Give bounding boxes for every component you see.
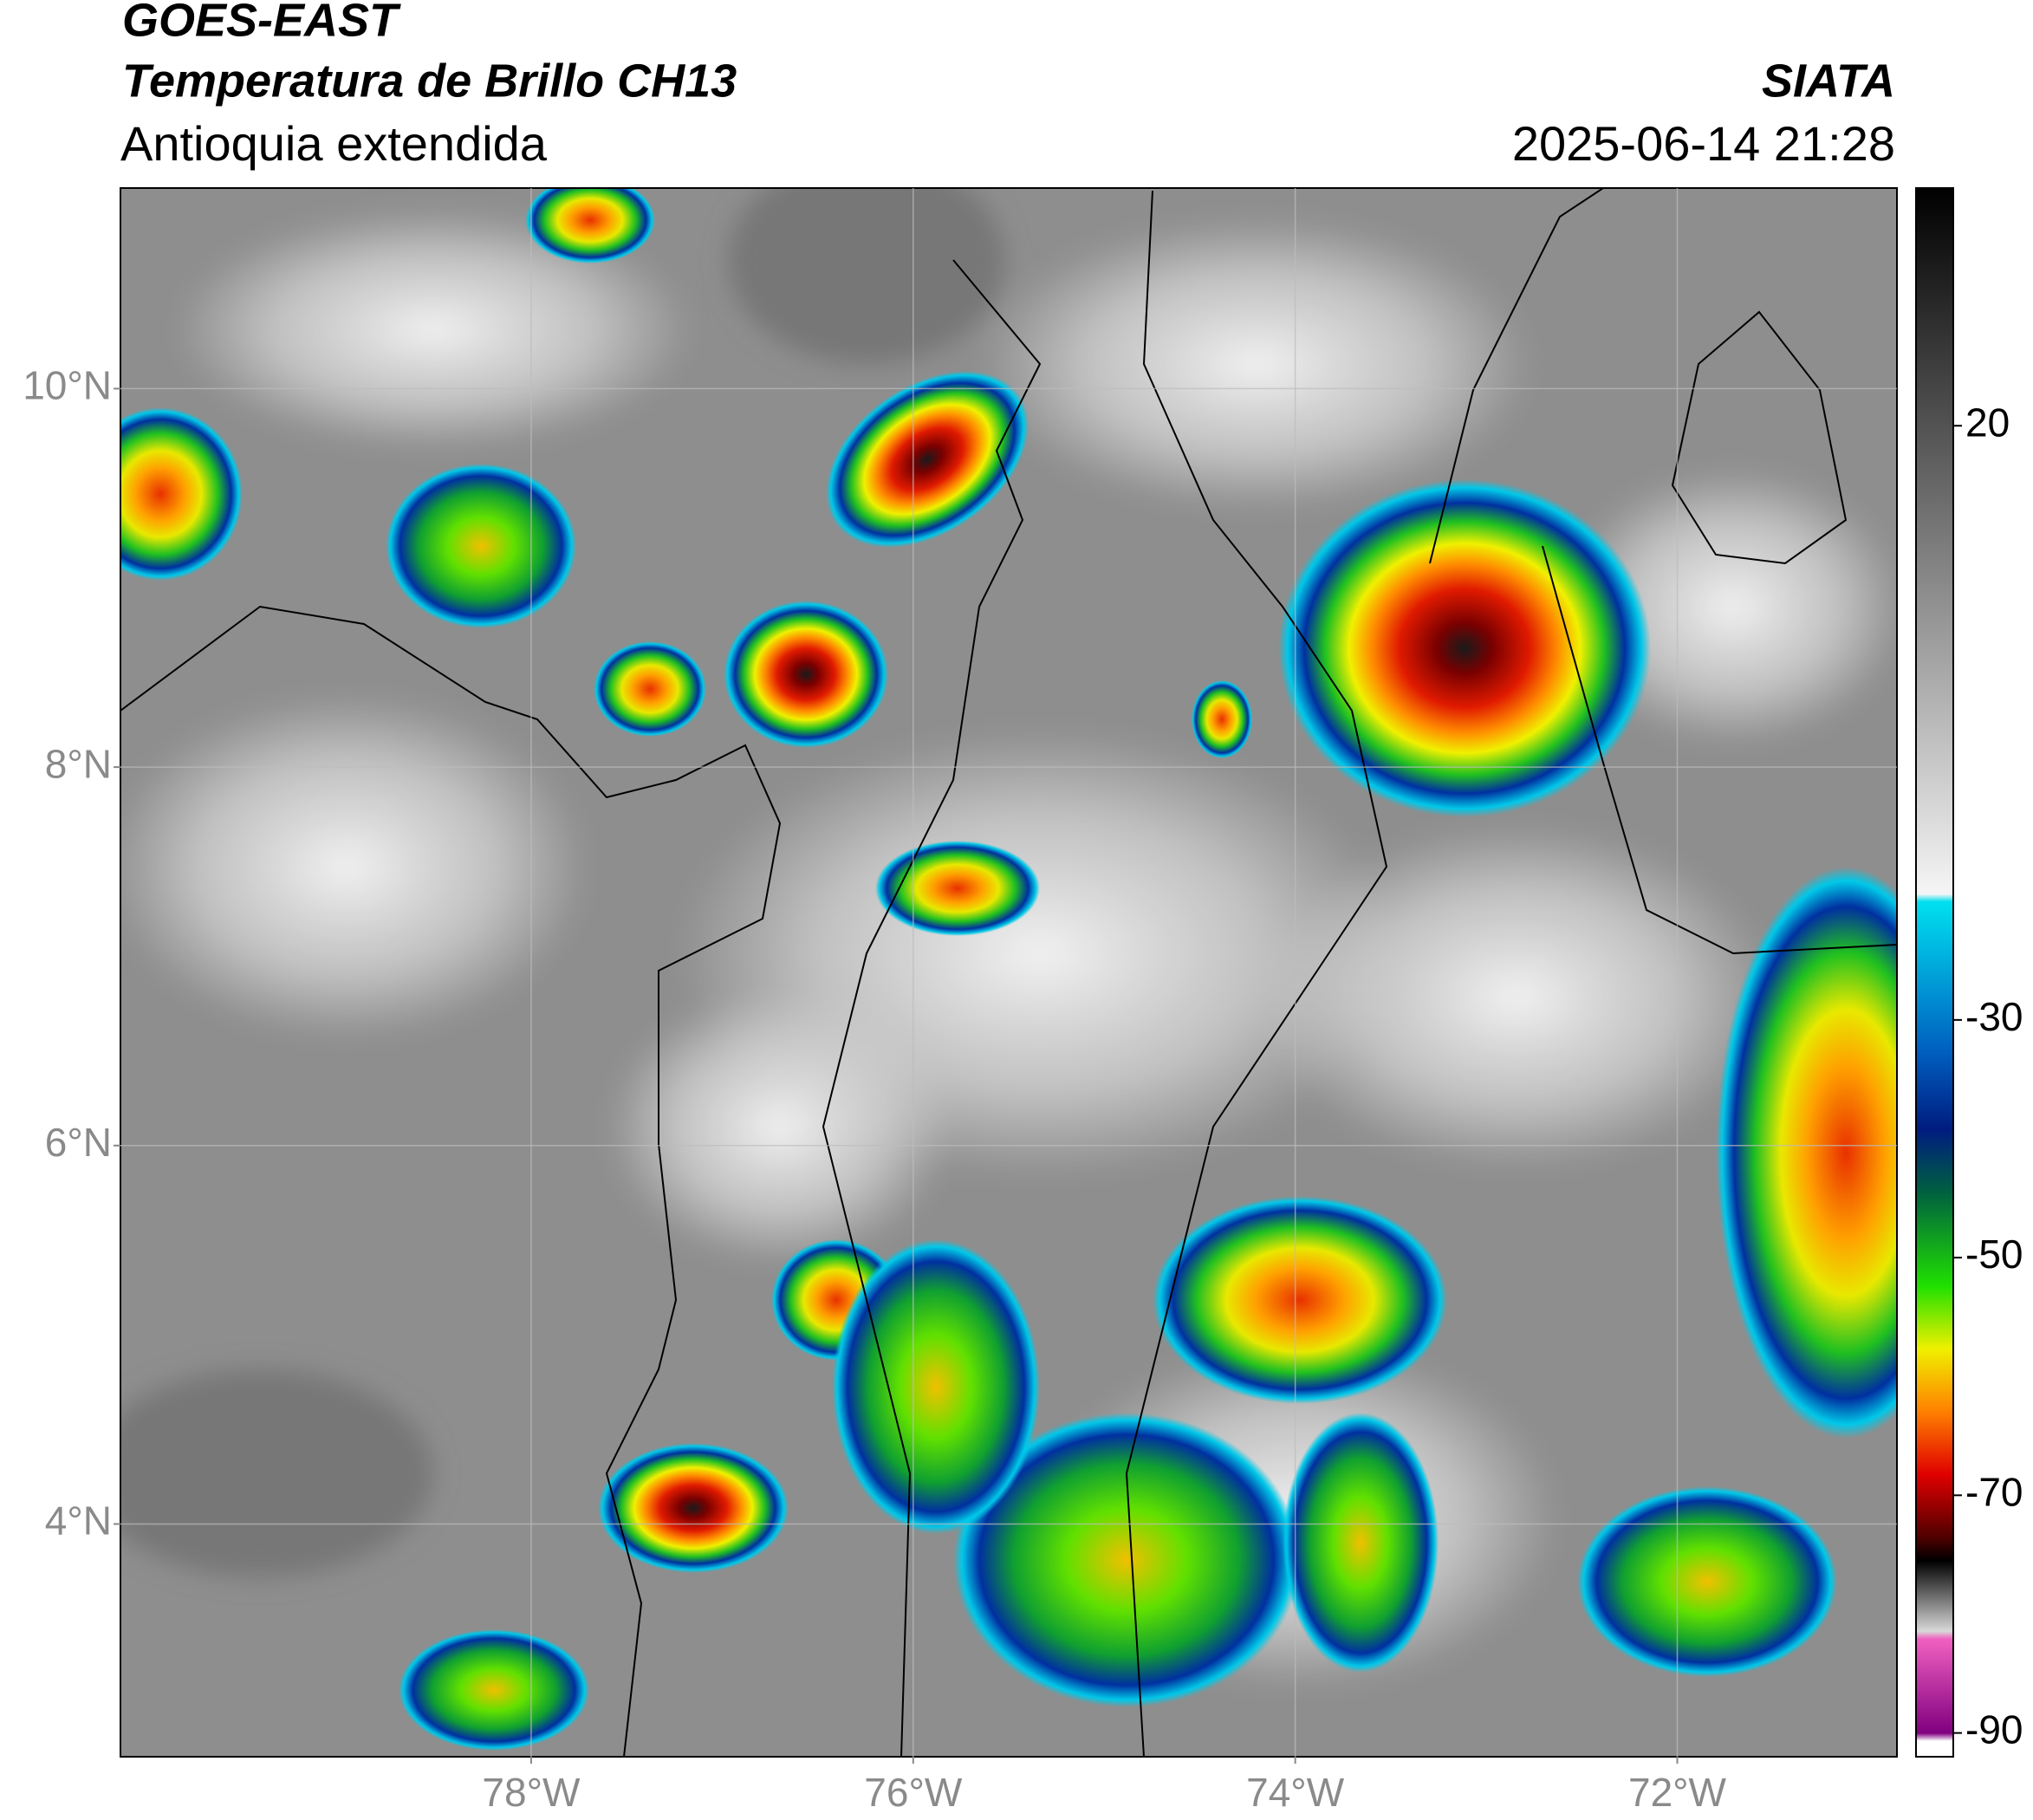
timestamp: 2025-06-14 21:28	[1512, 116, 1895, 171]
coastline	[120, 605, 782, 1757]
storm	[1577, 1486, 1837, 1677]
storm	[832, 1239, 1040, 1534]
storm	[1283, 1413, 1439, 1673]
storm	[1192, 680, 1252, 758]
cloud	[120, 693, 589, 1040]
map-frame	[120, 187, 1898, 1758]
storm	[1716, 867, 1897, 1439]
colorbar-tick-label: -70	[1965, 1469, 2023, 1514]
cloud	[607, 988, 953, 1265]
department-border	[822, 259, 1042, 1757]
storm	[1153, 1196, 1447, 1404]
colorbar-tick-label: 20	[1965, 400, 2010, 445]
storm	[724, 601, 888, 748]
colorbar-tick-label: -30	[1965, 994, 2023, 1039]
dark-area	[728, 188, 1005, 364]
x-tick-label: 72°W	[1628, 1770, 1727, 1815]
storm	[525, 188, 655, 263]
border	[1429, 188, 1604, 564]
subtitle: Temperatura de Brillo CH13	[122, 55, 737, 107]
colorbar-tick-label: -50	[1965, 1232, 2023, 1277]
storm	[594, 641, 706, 737]
storm	[825, 370, 1029, 549]
cloud	[1257, 823, 1776, 1170]
storm	[953, 1413, 1300, 1707]
storm	[1278, 479, 1651, 817]
storms	[120, 188, 1897, 1751]
region: Antioquia extendida	[120, 116, 548, 171]
storm	[120, 407, 243, 581]
cloud	[979, 217, 1534, 511]
storm	[399, 1629, 589, 1751]
lake	[1671, 310, 1848, 565]
y-tick-label: 8°N	[45, 741, 112, 786]
x-tick-label: 76°W	[864, 1770, 963, 1815]
y-tick-label: 4°N	[45, 1498, 112, 1544]
imagery	[120, 188, 1897, 1757]
storm	[598, 1443, 789, 1573]
y-tick-label: 6°N	[45, 1120, 112, 1165]
storm	[386, 464, 576, 628]
colorbar	[1915, 187, 1954, 1758]
source: SIATA	[1762, 55, 1895, 107]
department-border	[1125, 190, 1388, 1757]
x-tick-label: 78°W	[482, 1770, 581, 1815]
y-tick-label: 10°N	[23, 363, 112, 408]
dark-area	[120, 1369, 433, 1577]
title: GOES-EAST	[122, 0, 401, 46]
colorbar-tick-label: -90	[1965, 1707, 2023, 1752]
cloud	[173, 208, 693, 451]
x-tick-label: 74°W	[1246, 1770, 1345, 1815]
border	[1542, 545, 1897, 955]
storm	[875, 841, 1040, 936]
borders	[120, 188, 1897, 1757]
